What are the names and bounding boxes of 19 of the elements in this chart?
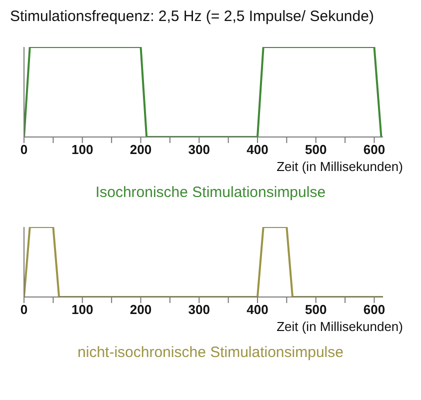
- x-tick-label: 300: [188, 142, 210, 158]
- text: nicht-isochronische Stimulationsimpulse: [76, 344, 344, 361]
- text: Isochronische Stimulationsimpulse: [94, 184, 327, 201]
- x-tick-label: 200: [130, 142, 152, 158]
- x-tick-label: 100: [72, 142, 94, 158]
- x-tick-label: 200: [130, 302, 152, 318]
- chart-title: Stimulationsfrequenz: 2,5 Hz (= 2,5 Impulse/ Sekunde): [10, 8, 375, 25]
- x-tick-label: 500: [305, 142, 327, 158]
- x-tick-label: 0: [20, 302, 28, 318]
- x-tick-label: 400: [246, 142, 268, 158]
- x-tick-label: 300: [188, 302, 210, 318]
- x-tick-label: 100: [72, 302, 94, 318]
- x-tick-label: 0: [20, 142, 28, 158]
- x-tick-label: 600: [363, 302, 386, 318]
- x-tick-label: 600: [363, 142, 386, 158]
- x-tick-label: 500: [305, 302, 327, 318]
- x-axis-title: Zeit (in Millisekunden): [276, 319, 403, 334]
- x-axis-title: Zeit (in Millisekunden): [276, 159, 403, 174]
- x-tick-label: 400: [246, 302, 268, 318]
